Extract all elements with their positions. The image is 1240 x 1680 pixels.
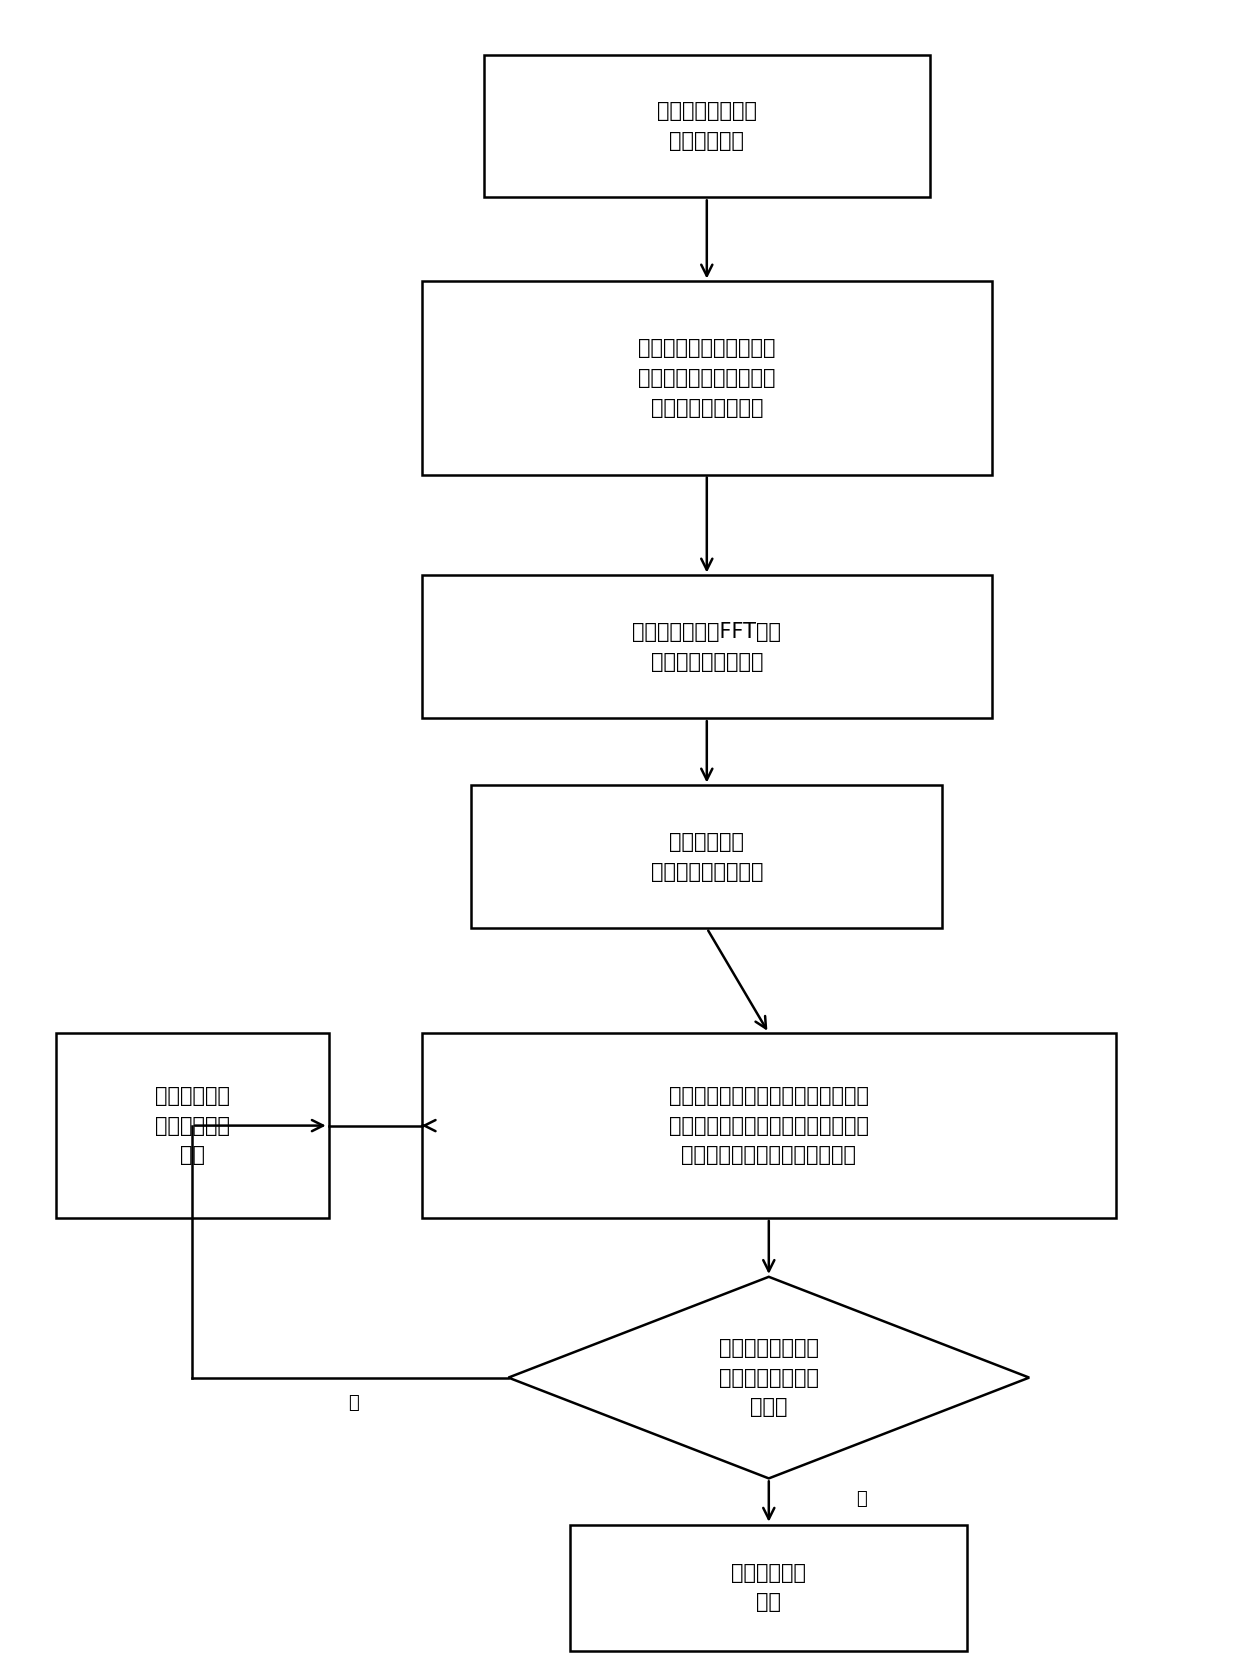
Text: 将固有振动频率带入利用纤维增强复
合材料有限元方法建立的结构振动固
有振动频率计算模型中进行拟合: 将固有振动频率带入利用纤维增强复 合材料有限元方法建立的结构振动固 有振动频率计… xyxy=(668,1085,869,1166)
Bar xyxy=(422,281,992,474)
Text: 激励密封声场容器
内的待测试件: 激励密封声场容器 内的待测试件 xyxy=(657,101,756,151)
Text: 输出材料参数
结果: 输出材料参数 结果 xyxy=(732,1562,806,1613)
Text: 判断材料参数与所
测固有振动频率是
否吻合: 判断材料参数与所 测固有振动频率是 否吻合 xyxy=(719,1337,818,1418)
Text: 优化程序再次
拟合修正材料
参数: 优化程序再次 拟合修正材料 参数 xyxy=(155,1085,229,1166)
Bar xyxy=(471,785,942,927)
Bar xyxy=(484,54,930,197)
Polygon shape xyxy=(508,1277,1029,1478)
Bar xyxy=(56,1033,329,1218)
Text: 将声频信号进行FFT变换
并找出峰值特征频率: 将声频信号进行FFT变换 并找出峰值特征频率 xyxy=(632,622,781,672)
Text: 否: 否 xyxy=(348,1394,358,1411)
Bar xyxy=(570,1525,967,1650)
Bar xyxy=(422,1033,1116,1218)
Text: 通过优化算法
对特征频率进行优化: 通过优化算法 对特征频率进行优化 xyxy=(651,832,763,882)
Bar xyxy=(422,575,992,717)
Text: 通过音频收集装置和数据
采集装置采集密封声场中
振动产生的声频信号: 通过音频收集装置和数据 采集装置采集密封声场中 振动产生的声频信号 xyxy=(639,338,775,418)
Text: 是: 是 xyxy=(857,1490,867,1507)
